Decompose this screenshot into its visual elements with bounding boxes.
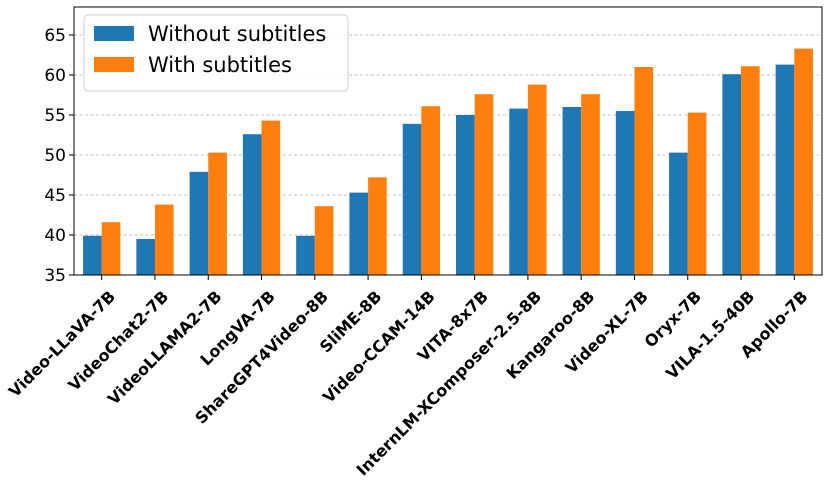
bar-with-subtitles-13 bbox=[794, 48, 813, 275]
bar-without-subtitles-9 bbox=[562, 107, 582, 275]
bar-without-subtitles-13 bbox=[775, 64, 795, 275]
bar-with-subtitles-7 bbox=[474, 94, 494, 275]
legend-box bbox=[83, 14, 349, 92]
y-tick-label-40: 40 bbox=[44, 226, 66, 246]
bar-without-subtitles-8 bbox=[509, 108, 528, 275]
bar-with-subtitles-2 bbox=[208, 152, 227, 275]
bar-with-subtitles-5 bbox=[368, 177, 387, 275]
x-axis: Video-LLaVA-7BVideoChat2-7BVideoLLAMA2-7… bbox=[5, 275, 812, 480]
bar-without-subtitles-12 bbox=[722, 74, 742, 275]
bar-without-subtitles-1 bbox=[136, 239, 155, 275]
legend-label-without-subtitles: Without subtitles bbox=[148, 22, 326, 46]
bar-without-subtitles-10 bbox=[615, 111, 635, 275]
bar-with-subtitles-11 bbox=[687, 112, 707, 275]
bar-with-subtitles-0 bbox=[101, 222, 121, 275]
y-tick-label-65: 65 bbox=[44, 26, 66, 46]
y-tick-label-50: 50 bbox=[44, 146, 66, 166]
bar-with-subtitles-9 bbox=[581, 94, 600, 275]
bar-without-subtitles-4 bbox=[296, 235, 315, 275]
legend-label-with-subtitles: With subtitles bbox=[148, 53, 292, 77]
bar-without-subtitles-6 bbox=[402, 123, 422, 275]
y-tick-label-45: 45 bbox=[44, 186, 66, 206]
bar-with-subtitles-1 bbox=[154, 204, 174, 275]
bar-with-subtitles-10 bbox=[634, 67, 654, 275]
y-tick-label-60: 60 bbox=[44, 66, 66, 86]
bar-with-subtitles-8 bbox=[527, 84, 547, 275]
bar-with-subtitles-12 bbox=[741, 66, 760, 275]
bar-without-subtitles-5 bbox=[349, 192, 369, 275]
axes-frame bbox=[73, 6, 823, 276]
bar-with-subtitles-4 bbox=[314, 206, 334, 275]
legend-swatch-without-subtitles bbox=[94, 26, 134, 41]
x-tick-label-1: VideoChat2-7B bbox=[64, 287, 172, 395]
bar-without-subtitles-11 bbox=[669, 152, 688, 275]
bar-without-subtitles-0 bbox=[83, 235, 102, 275]
y-tick-label-35: 35 bbox=[44, 266, 66, 286]
bar-with-subtitles-6 bbox=[421, 106, 441, 275]
legend: Without subtitles With subtitles bbox=[83, 14, 349, 92]
legend-swatch-with-subtitles bbox=[94, 57, 134, 72]
y-axis: 35 40 45 50 55 60 65 bbox=[44, 26, 74, 286]
bar-with-subtitles-3 bbox=[261, 120, 281, 275]
bar-without-subtitles-7 bbox=[455, 115, 475, 275]
bar-without-subtitles-2 bbox=[189, 171, 209, 275]
bars bbox=[83, 48, 813, 275]
bar-without-subtitles-3 bbox=[242, 134, 262, 275]
y-tick-label-55: 55 bbox=[44, 106, 66, 126]
